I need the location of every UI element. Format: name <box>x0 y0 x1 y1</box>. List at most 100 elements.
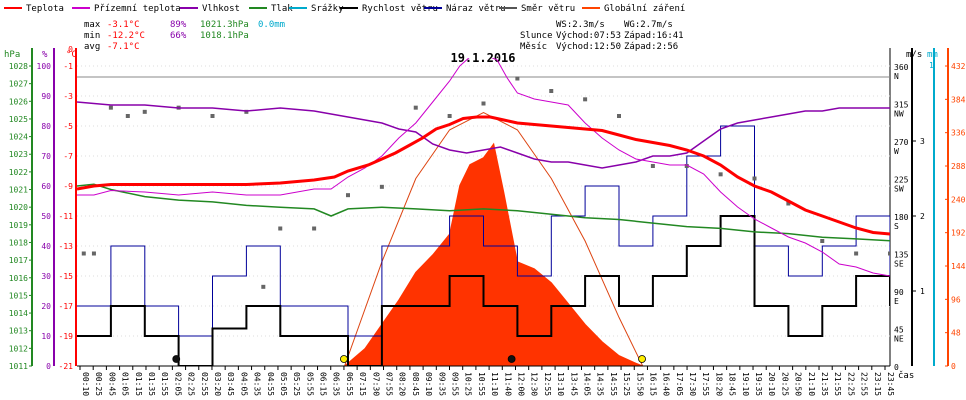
x-tick-52: 20:10 <box>767 372 776 396</box>
pressure-tick-3: 1025 <box>9 115 28 124</box>
wind-direction-point <box>312 226 317 231</box>
x-tick-9: 02:55 <box>200 372 209 396</box>
legend-label-1: Přízemní teplota <box>94 4 181 14</box>
x-tick-8: 02:25 <box>187 372 196 396</box>
x-tick-30: 10:55 <box>477 372 486 396</box>
direction-tick-3: 225 <box>894 176 909 185</box>
wind-direction-point <box>650 164 655 168</box>
x-tick-47: 17:55 <box>701 372 710 396</box>
direction-tick-5: 135 <box>894 251 909 260</box>
x-tick-44: 16:40 <box>662 372 671 396</box>
x-tick-58: 22:25 <box>846 372 855 396</box>
humidity-tick-10: 0 <box>46 362 51 371</box>
direction-label-4: S <box>894 222 899 231</box>
x-tick-14: 04:55 <box>266 372 275 396</box>
legend-label-4: Srážky <box>311 4 344 14</box>
wind-direction-point <box>108 105 113 110</box>
x-tick-6: 01:55 <box>160 372 169 396</box>
radiation-tick-7: 96 <box>951 295 961 304</box>
temperature-tick-2: -5 <box>63 122 73 131</box>
sunset-marker <box>638 355 646 363</box>
x-tick-20: 06:55 <box>345 372 354 396</box>
x-tick-7: 02:05 <box>173 372 182 396</box>
direction-tick-0: 360 <box>894 63 909 72</box>
chart-title: 19.1.2016 <box>450 51 515 65</box>
x-tick-4: 01:15 <box>134 372 143 396</box>
wind-tick-1: 2 <box>920 212 925 221</box>
humidity-tick-9: 10 <box>41 332 51 341</box>
wind-direction-point <box>244 109 249 114</box>
wind-direction-point <box>379 184 384 189</box>
x-tick-33: 12:00 <box>516 372 525 396</box>
radiation-tick-4: 240 <box>951 195 966 204</box>
wind-direction-point <box>261 284 266 289</box>
direction-tick-6: 90 <box>894 288 904 297</box>
legend-bar <box>0 0 966 14</box>
direction-tick-7: 45 <box>894 326 904 335</box>
wind-tick-0: 3 <box>920 137 925 146</box>
x-tick-57: 21:55 <box>833 372 842 396</box>
wind-direction-point <box>617 114 621 118</box>
temperature-tick-9: -19 <box>59 332 74 341</box>
temperature-line <box>77 115 890 236</box>
axis-ticks: 1028102710261025102410231022102110201019… <box>9 45 966 372</box>
wind-direction-point <box>684 164 689 168</box>
x-tick-21: 07:15 <box>358 372 367 396</box>
wind-gust-line <box>77 125 890 337</box>
x-tick-25: 08:45 <box>411 372 420 396</box>
pressure-tick-13: 1015 <box>9 291 28 300</box>
grid <box>77 65 890 367</box>
x-tick-26: 09:10 <box>424 372 433 396</box>
legend-label-7: Směr větru <box>521 4 575 14</box>
x-tick-53: 20:25 <box>780 372 789 396</box>
direction-label-0: N <box>894 72 899 81</box>
temperature-tick-4: -9 <box>63 182 73 191</box>
pressure-tick-0: 1028 <box>9 62 28 71</box>
x-tick-18: 06:15 <box>319 372 328 396</box>
legend: Teplota Přízemní teplota Vlhkost Tlak Srážky… <box>4 4 685 14</box>
legend-label-0: Teplota <box>26 4 64 14</box>
wind-tick-2: 1 <box>920 287 925 296</box>
legend-label-3: Tlak <box>271 4 293 14</box>
x-tick-28: 09:55 <box>451 372 460 396</box>
humidity-tick-1: 90 <box>41 92 51 101</box>
temperature-tick-top: 0 <box>68 45 73 54</box>
x-tick-59: 22:55 <box>860 372 869 396</box>
stat-min-press: 1018.1hPa <box>200 31 249 41</box>
x-tick-17: 05:55 <box>305 372 314 396</box>
sun-set: Západ:16:41 <box>624 31 684 41</box>
wind-direction-point <box>125 114 130 118</box>
moon-set: Západ:2:56 <box>624 42 678 52</box>
wind-direction-point <box>91 251 96 256</box>
sun-rise: Východ:07:53 <box>556 31 621 41</box>
temperature-tick-5: -11 <box>59 212 74 221</box>
legend-label-6: Náraz větru <box>446 4 506 14</box>
x-tick-13: 04:35 <box>253 372 262 396</box>
wind-direction-point <box>515 76 520 81</box>
pressure-tick-4: 1024 <box>9 133 28 142</box>
wind-unit: m/s <box>906 50 922 60</box>
wind-direction-point <box>346 193 350 198</box>
moon-rise: Východ:12:50 <box>556 42 621 52</box>
stat-rain: 0.0mm <box>258 20 285 30</box>
wind-direction-point <box>549 89 554 93</box>
direction-label-5: SE <box>894 260 904 269</box>
x-tick-32: 11:40 <box>503 372 512 396</box>
ground-temperature-line <box>77 58 890 277</box>
temperature-unit: °C <box>66 50 77 60</box>
x-tick-36: 13:10 <box>556 372 565 396</box>
x-tick-43: 16:15 <box>648 372 657 396</box>
rain-unit: mm <box>927 50 938 60</box>
stat-min-hum: 66% <box>170 31 187 41</box>
direction-tick-2: 270 <box>894 138 909 147</box>
radiation-tick-1: 384 <box>951 95 966 104</box>
x-tick-34: 12:30 <box>530 372 539 396</box>
direction-tick-4: 180 <box>894 213 909 222</box>
x-tick-50: 19:10 <box>741 372 750 396</box>
x-tick-35: 12:55 <box>543 372 552 396</box>
stat-avg-temp: -7.1°C <box>107 42 140 52</box>
wind-direction-point <box>752 176 757 181</box>
direction-label-6: E <box>894 297 899 306</box>
temperature-tick-8: -17 <box>59 302 74 311</box>
wind-direction-point <box>481 101 486 106</box>
